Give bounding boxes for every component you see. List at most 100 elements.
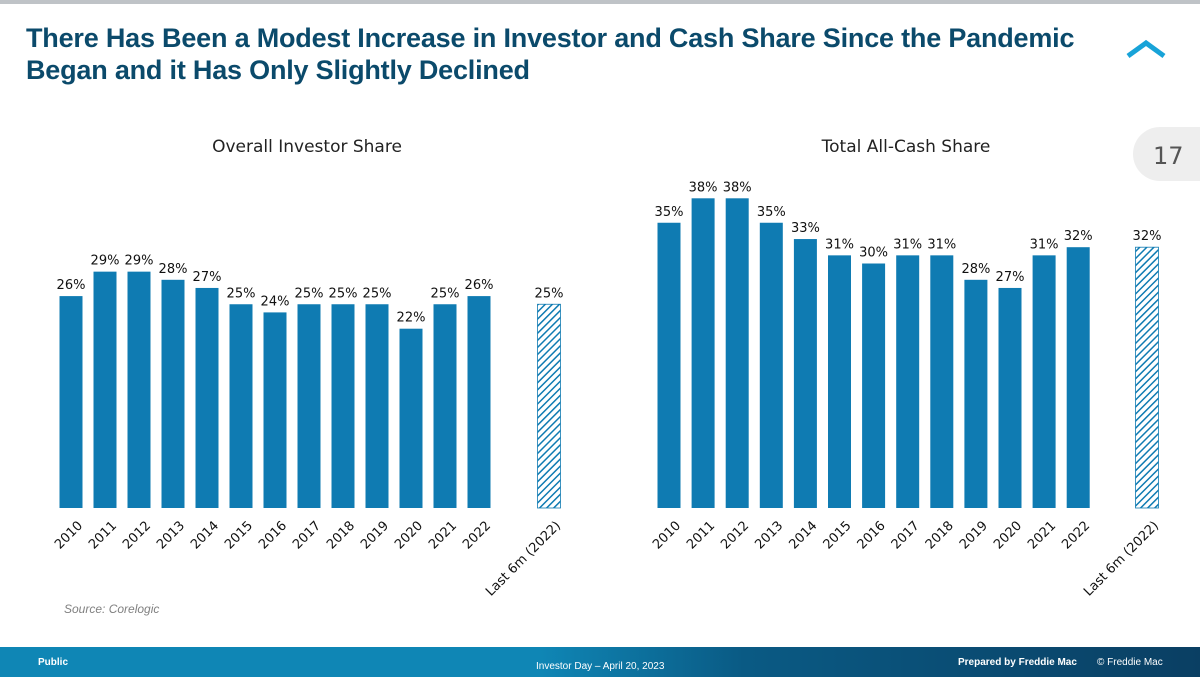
bar-2015 (828, 255, 851, 508)
bar-2016 (862, 263, 886, 508)
data-label: 25% (227, 286, 256, 301)
chart-title-investor-share: Overall Investor Share (212, 137, 402, 157)
x-tick-label: 2016 (256, 518, 290, 552)
data-label: 22% (397, 311, 426, 326)
bar-2012 (725, 198, 749, 509)
data-label: 27% (193, 270, 222, 285)
x-tick-label: 2015 (821, 518, 855, 552)
bar-last-6m (1135, 246, 1159, 509)
x-tick-label: 2014 (188, 518, 222, 552)
bar-2020 (399, 328, 423, 508)
bar-2014 (195, 287, 219, 508)
x-tick-label: 2010 (650, 518, 684, 552)
x-tick-label: 2021 (1025, 518, 1059, 552)
freddie-mac-roof-icon (1126, 39, 1166, 59)
data-label: 32% (1133, 229, 1162, 244)
bar-2017 (896, 255, 920, 508)
x-tick-label: 2022 (1059, 518, 1093, 552)
x-tick-label: 2018 (923, 518, 957, 552)
data-label: 25% (295, 286, 324, 301)
bar-2016 (263, 312, 287, 508)
x-tick-label: 2020 (392, 518, 426, 552)
data-label: 30% (859, 246, 888, 261)
data-label: 26% (465, 278, 494, 293)
chart-title-all-cash-share: Total All-Cash Share (821, 137, 991, 157)
all-cash-share-chart: 35% 2010 38% 2011 38% 2012 35% 2013 33% 2014 31% 20… (650, 180, 1162, 599)
bar-2013 (161, 279, 185, 508)
classification-label: Public (38, 657, 69, 668)
investor-share-chart: 26% 2010 29% 2011 29% 2012 28% 2013 27% 2014 25% 20… (52, 254, 564, 600)
data-label: 29% (125, 254, 154, 269)
bar-2021 (433, 304, 457, 508)
x-tick-label: 2013 (752, 518, 786, 552)
x-tick-label: 2017 (290, 518, 324, 552)
data-label: 33% (791, 221, 820, 236)
x-tick-label: 2022 (460, 518, 494, 552)
bar-2010 (657, 222, 681, 508)
x-tick-label: 2012 (120, 518, 154, 552)
bar-2018 (331, 304, 355, 508)
top-rule (0, 0, 1200, 4)
bar-2011 (93, 271, 117, 508)
bar-2012 (127, 271, 151, 508)
data-label: 25% (535, 286, 564, 301)
bar-2019 (964, 279, 988, 508)
data-label: 31% (893, 237, 922, 252)
data-label: 31% (927, 237, 956, 252)
prepared-by-label: Prepared by Freddie Mac (958, 657, 1077, 668)
copyright-label: © Freddie Mac (1097, 657, 1163, 668)
x-tick-label: 2013 (154, 518, 188, 552)
data-label: 24% (261, 294, 290, 309)
x-tick-label: 2017 (889, 518, 923, 552)
data-label: 35% (757, 205, 786, 220)
x-tick-label: 2014 (786, 518, 820, 552)
data-label: 31% (825, 237, 854, 252)
bar-2014 (793, 239, 817, 509)
footer-bar: Public Investor Day – April 20, 2023 Pre… (0, 647, 1200, 677)
source-note: Source: Corelogic (64, 602, 160, 616)
bar-2010 (59, 296, 83, 508)
data-label: 28% (159, 262, 188, 277)
data-label: 25% (431, 286, 460, 301)
bar-2011 (691, 198, 715, 509)
bar-2022 (467, 296, 491, 508)
data-label: 31% (1030, 237, 1059, 252)
bar-2020 (998, 287, 1022, 508)
x-tick-label: 2019 (957, 518, 991, 552)
bar-charts: 26% 2010 29% 2011 29% 2012 28% 2013 27% 2014 25% 20… (52, 180, 1162, 600)
bar-2013 (759, 222, 783, 508)
x-tick-label: Last 6m (2022) (483, 518, 564, 599)
x-tick-label: 2011 (86, 518, 120, 552)
data-label: 25% (363, 286, 392, 301)
data-label: 27% (996, 270, 1025, 285)
bar-2017 (297, 304, 321, 508)
x-tick-label: 2016 (855, 518, 889, 552)
x-tick-label: 2020 (991, 518, 1025, 552)
data-label: 29% (91, 254, 120, 269)
x-tick-label: 2019 (358, 518, 392, 552)
x-tick-label: 2011 (684, 518, 718, 552)
data-label: 35% (655, 205, 684, 220)
page-number: 17 (1153, 142, 1184, 170)
x-tick-label: 2012 (718, 518, 752, 552)
x-tick-label: Last 6m (2022) (1081, 518, 1162, 599)
bar-last-6m (537, 303, 561, 509)
data-label: 32% (1064, 229, 1093, 244)
data-label: 25% (329, 286, 358, 301)
bar-2022 (1066, 247, 1090, 508)
data-label: 38% (723, 180, 752, 195)
data-label: 26% (57, 278, 86, 293)
x-tick-label: 2015 (222, 518, 256, 552)
x-tick-label: 2018 (324, 518, 358, 552)
page-number-tab (1133, 127, 1200, 181)
x-tick-label: 2010 (52, 518, 86, 552)
x-tick-label: 2021 (426, 518, 460, 552)
bar-2015 (229, 304, 253, 508)
bar-2021 (1032, 255, 1056, 508)
bar-2019 (365, 304, 389, 508)
event-label: Investor Day – April 20, 2023 (536, 661, 665, 672)
data-label: 28% (961, 262, 990, 277)
data-label: 38% (689, 180, 718, 195)
bar-2018 (930, 255, 954, 508)
slide-title: There Has Been a Modest Increase in Inve… (26, 23, 1075, 85)
